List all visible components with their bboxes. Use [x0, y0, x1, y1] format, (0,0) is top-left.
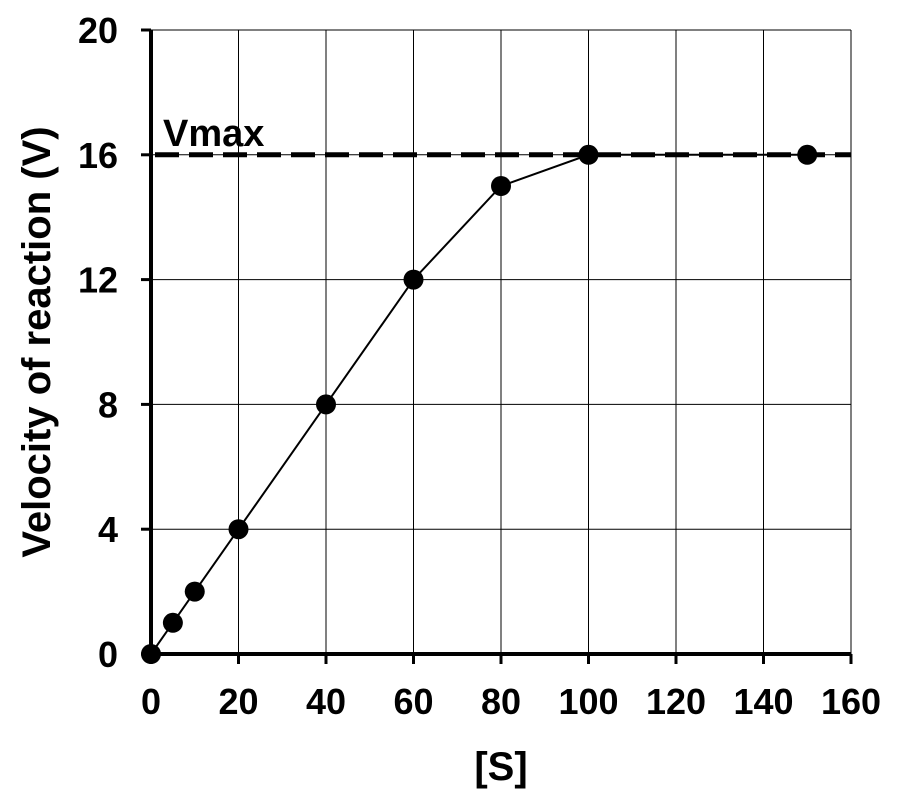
x-tick-label: 40: [306, 681, 346, 722]
data-point: [316, 394, 336, 415]
y-tick-label: 16: [78, 135, 118, 176]
data-point: [141, 644, 161, 664]
data-series: [141, 144, 818, 664]
data-point: [403, 269, 424, 290]
x-tick-label: 160: [821, 681, 881, 722]
x-tick-label: 20: [218, 681, 258, 722]
y-tick-label: 0: [98, 634, 118, 675]
x-tick-label: 100: [558, 681, 618, 722]
data-point: [184, 581, 205, 602]
x-tick-label: 140: [733, 681, 793, 722]
y-axis-title: Velocity of reaction (V): [15, 126, 59, 557]
x-axis-title: [S]: [474, 745, 527, 789]
x-tick-label: 120: [646, 681, 706, 722]
x-tick-label: 60: [393, 681, 433, 722]
vmax-label: Vmax: [163, 113, 264, 155]
data-point: [578, 144, 599, 165]
x-tick-label: 80: [481, 681, 521, 722]
x-tick-label: 0: [141, 681, 161, 722]
y-tick-label: 4: [98, 509, 118, 550]
data-point: [228, 519, 249, 540]
y-tick-label: 8: [98, 384, 118, 425]
tick-labels: 0 20 40 60 80 100 120 140 160 0 4 8 12 16 20: [78, 10, 881, 722]
data-point: [797, 144, 818, 165]
y-tick-label: 20: [78, 10, 118, 51]
data-point: [162, 612, 183, 633]
data-point: [491, 176, 511, 196]
y-tick-label: 12: [78, 260, 118, 301]
